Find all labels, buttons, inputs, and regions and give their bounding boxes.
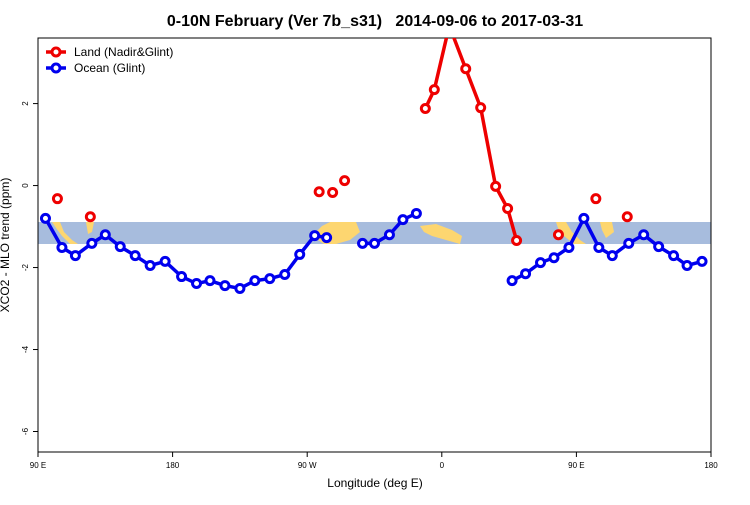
point xyxy=(204,275,216,287)
y-tick-label: 0 xyxy=(21,183,30,188)
point xyxy=(294,248,306,260)
point xyxy=(397,214,409,226)
point xyxy=(264,273,276,285)
point xyxy=(313,186,325,198)
point xyxy=(339,175,351,187)
point xyxy=(234,282,246,294)
y-tick-label: -4 xyxy=(21,345,30,353)
y-axis-label: XCO2 - MLO trend (ppm) xyxy=(0,178,12,313)
point xyxy=(159,255,171,267)
x-tick-label: 0 xyxy=(440,461,445,470)
point xyxy=(681,259,693,271)
point xyxy=(419,103,431,115)
land-shape xyxy=(86,222,94,234)
point xyxy=(520,268,532,280)
point xyxy=(219,280,231,292)
x-tick-label: 90 W xyxy=(298,461,317,470)
y-tick-label: -6 xyxy=(21,427,30,435)
land-shape xyxy=(52,222,78,244)
point xyxy=(410,207,422,219)
point xyxy=(249,275,261,287)
y-tick-label: 2 xyxy=(21,101,30,106)
point xyxy=(535,257,547,269)
point xyxy=(638,229,650,241)
x-tick-label: 180 xyxy=(166,461,180,470)
point xyxy=(176,271,188,283)
point xyxy=(563,241,575,253)
point xyxy=(191,278,203,290)
point xyxy=(590,193,602,205)
legend-label: Land (Nadir&Glint) xyxy=(74,45,173,59)
point xyxy=(506,275,518,287)
point xyxy=(84,211,96,223)
plot-frame xyxy=(37,37,712,453)
point xyxy=(623,237,635,249)
point xyxy=(39,212,51,224)
data-area xyxy=(39,22,708,294)
point xyxy=(593,241,605,253)
land-shape xyxy=(420,224,462,244)
point xyxy=(279,269,291,281)
x-axis-label: Longitude (deg E) xyxy=(327,476,422,490)
legend-marker xyxy=(50,62,62,74)
point xyxy=(51,193,63,205)
x-tick-label: 180 xyxy=(704,461,718,470)
land-shape xyxy=(556,222,586,244)
point xyxy=(668,250,680,262)
point xyxy=(606,250,618,262)
point xyxy=(460,63,472,75)
plot-layer: 90 E 180 90 W 0 90 E 180 -6 -4 -2 0 2 Land (Nadir&G… xyxy=(21,22,718,470)
point xyxy=(114,241,126,253)
legend-marker xyxy=(50,46,62,58)
point xyxy=(69,250,81,262)
point xyxy=(129,250,141,262)
legend-label: Ocean (Glint) xyxy=(74,61,145,75)
point xyxy=(428,84,440,96)
x-tick-label: 90 E xyxy=(568,461,584,470)
point xyxy=(369,237,380,249)
ocean-band xyxy=(38,222,711,244)
y-tick-label: -2 xyxy=(21,263,30,271)
point xyxy=(578,212,590,224)
land-shape xyxy=(600,222,614,238)
chart-title: 0-10N February (Ver 7b_s31) 2014-09-06 t… xyxy=(167,13,583,30)
point xyxy=(653,241,665,253)
point xyxy=(502,203,514,215)
point xyxy=(552,229,564,241)
point xyxy=(511,234,523,246)
point xyxy=(144,259,156,271)
x-tick-label: 90 E xyxy=(30,461,46,470)
point xyxy=(357,237,369,249)
point xyxy=(309,230,321,242)
point xyxy=(86,237,98,249)
point xyxy=(490,180,502,192)
point xyxy=(321,232,333,244)
point xyxy=(696,255,708,267)
point xyxy=(621,211,633,223)
point xyxy=(383,229,395,241)
point xyxy=(548,252,560,264)
point xyxy=(99,229,111,241)
point xyxy=(327,187,339,199)
point xyxy=(475,102,487,114)
point xyxy=(56,241,68,253)
